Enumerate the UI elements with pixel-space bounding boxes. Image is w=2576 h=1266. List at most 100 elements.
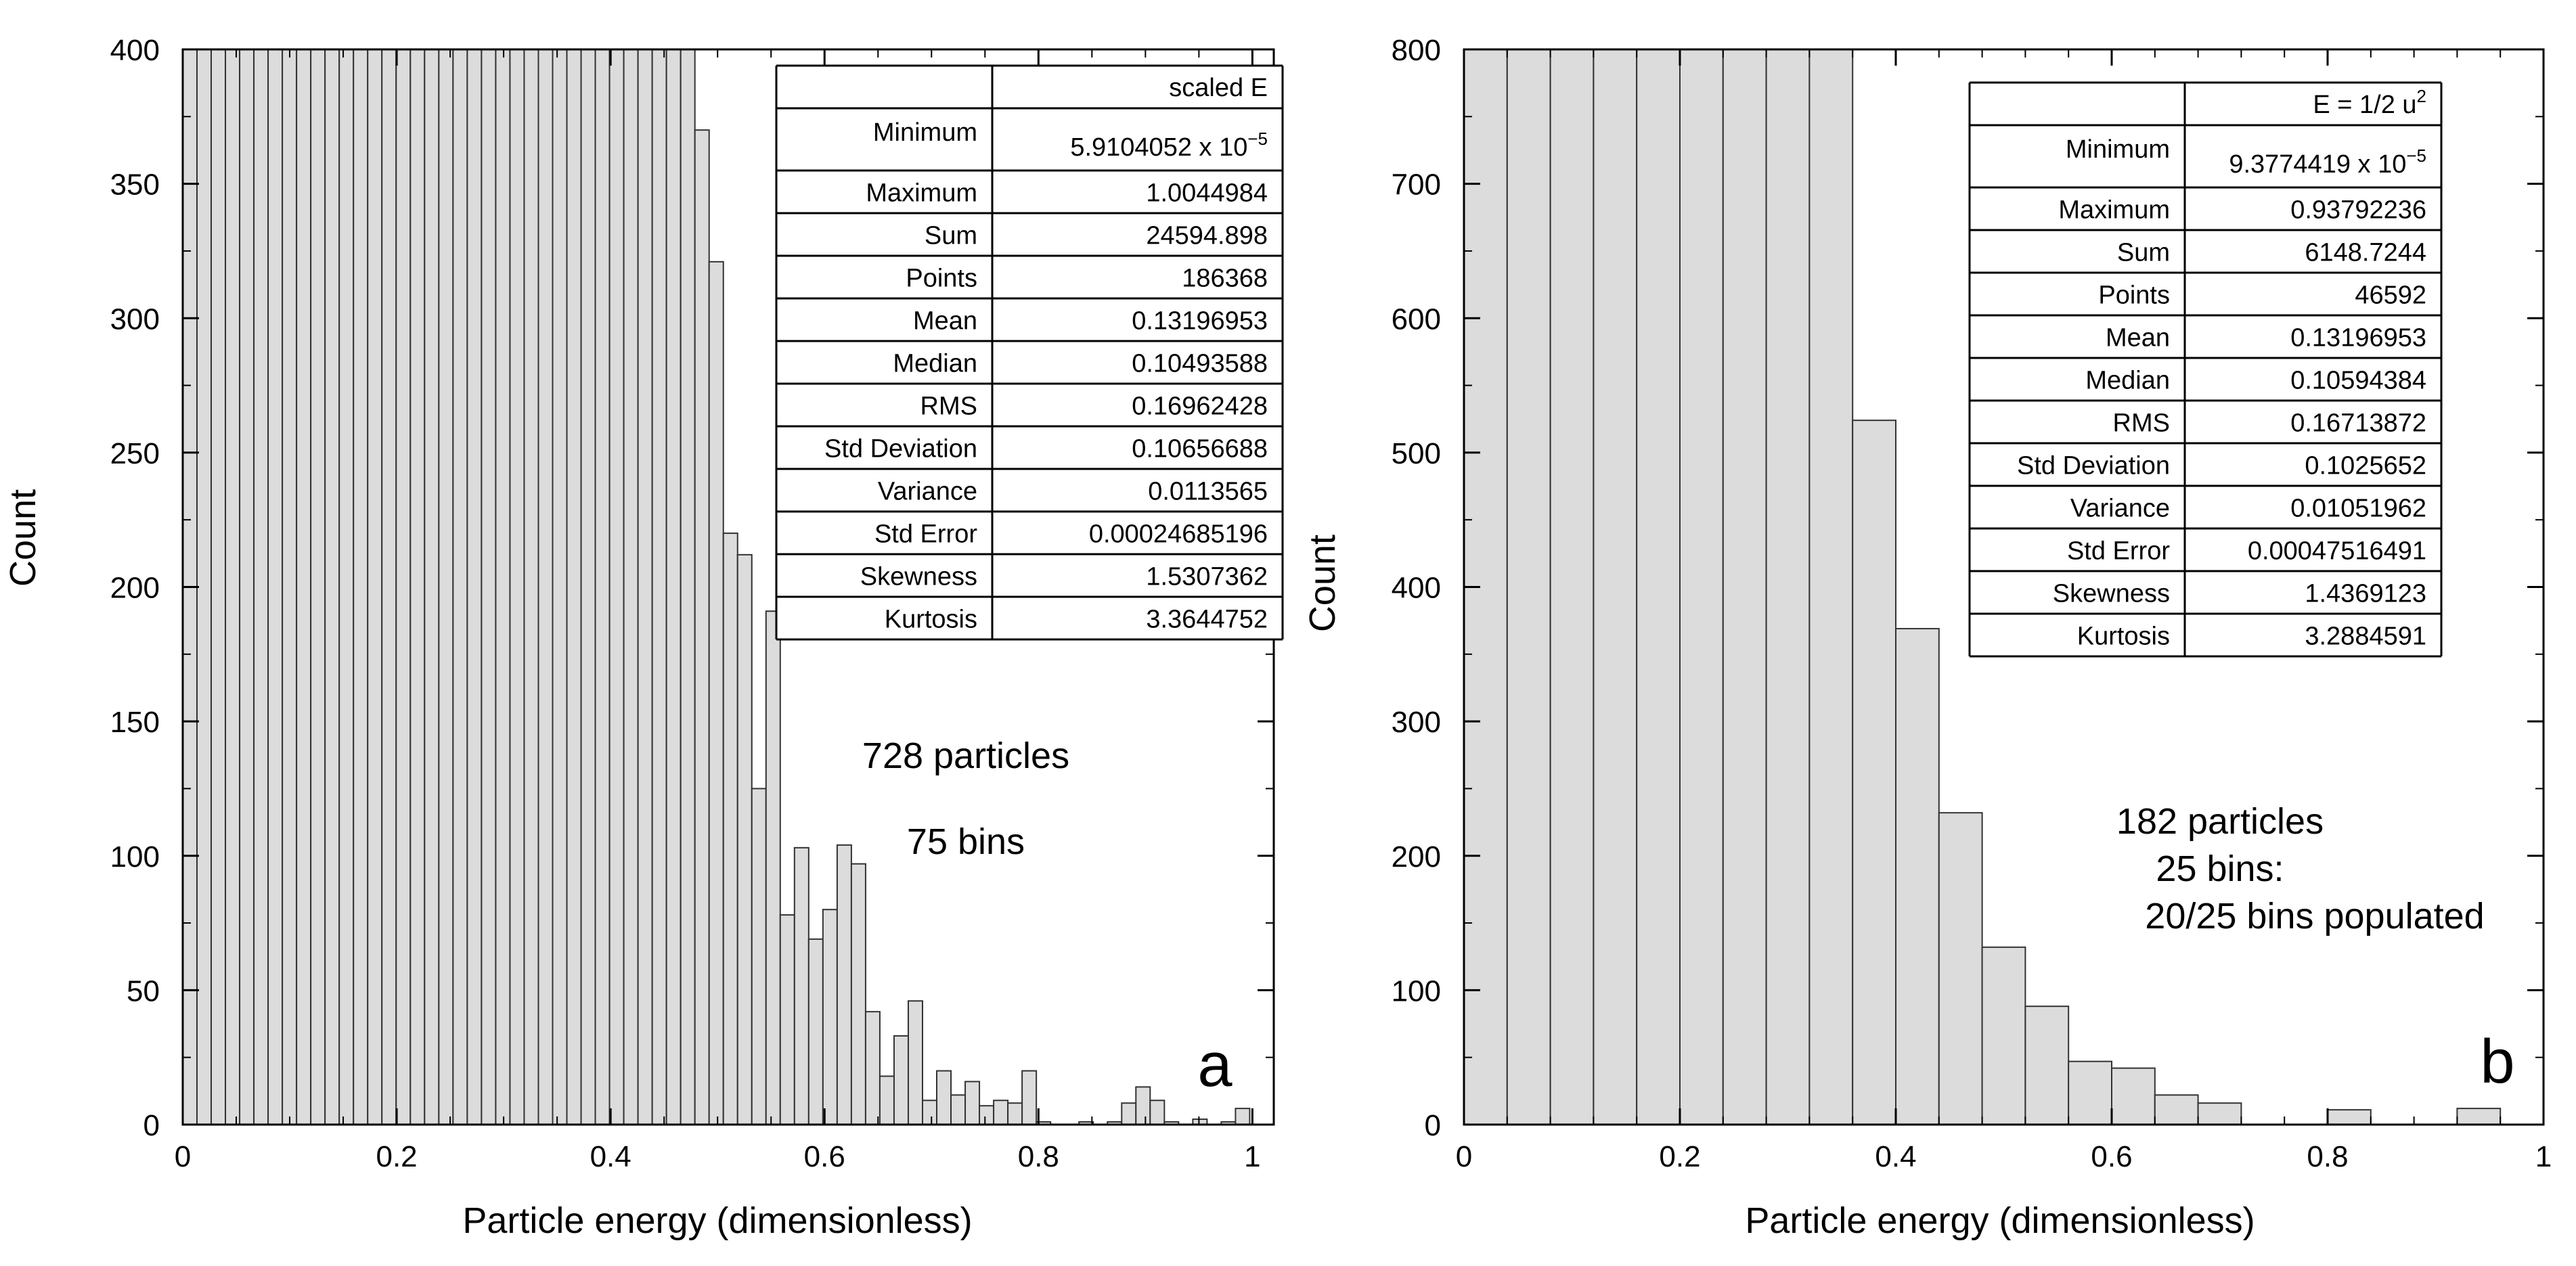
y-axis-label: Count [3, 489, 43, 587]
histogram-bar [2456, 1108, 2502, 1126]
histogram-bar [566, 49, 582, 1125]
histogram-bar [751, 788, 767, 1125]
stats-table: E = 1/2 u2 Minimum 9.3774419 x 10−5 Maximum… [1968, 81, 2443, 658]
y-tick-label: 100 [1392, 974, 1441, 1008]
histogram-bar [537, 49, 554, 1125]
x-axis-label: Particle energy (dimensionless) [1745, 1200, 2255, 1241]
table-row-value: 5.9104052 x 10−5 [1070, 129, 1268, 162]
table-row-value: 0.93792236 [2290, 196, 2426, 225]
table-row-label: Std Deviation [824, 435, 977, 464]
table-row: Maximum 0.93792236 [2058, 196, 2426, 225]
histogram-bar [979, 1105, 995, 1126]
x-axis-ticks: 0 0.2 0.4 0.6 0.8 1 [1456, 49, 2552, 1173]
x-tick-label: 0.4 [590, 1140, 631, 1173]
table-row-value: 0.0113565 [1148, 478, 1268, 506]
histogram-bar [495, 49, 511, 1125]
histogram-bar [1765, 49, 1811, 1125]
table-row-value: 0.10493588 [1132, 350, 1268, 378]
table-row: Median 0.10493588 [893, 350, 1268, 378]
y-tick-label: 300 [110, 302, 160, 336]
histogram-bar [210, 49, 227, 1125]
histogram-bar [665, 49, 682, 1125]
histogram-bar [2197, 1102, 2242, 1125]
table-row-value: 46592 [2355, 281, 2426, 310]
table-row-label: Skewness [860, 563, 977, 591]
table-row-value: 0.00024685196 [1089, 520, 1268, 549]
table-row-label: Points [2098, 281, 2170, 310]
histogram-bar [623, 49, 639, 1125]
table-row-value: 0.13196953 [1132, 307, 1268, 336]
histogram-bar [921, 1100, 938, 1126]
table-row: RMS 0.16713872 [2113, 409, 2426, 438]
table-row: Std Error 0.00047516491 [2067, 537, 2426, 566]
histogram-bar [225, 49, 241, 1125]
histogram-panel-b: 0 0.2 0.4 0.6 0.8 1 0 100 200 300 400 500 600 700 800 P… [1302, 34, 2552, 1241]
table-header: scaled E [1169, 74, 1268, 102]
histogram-bar [282, 49, 298, 1125]
y-axis-label: Count [1302, 535, 1343, 632]
table-row-value: 1.5307362 [1146, 563, 1268, 591]
histogram-bar [452, 49, 468, 1125]
y-tick-label: 400 [1392, 572, 1441, 605]
histogram-bar [765, 610, 781, 1125]
annotation: 20/25 bins populated [2145, 896, 2484, 936]
histogram-bar [2111, 1067, 2156, 1126]
histogram-bar [580, 49, 596, 1125]
table-row-value: 0.16713872 [2290, 409, 2426, 438]
x-tick-label: 0 [1456, 1140, 1472, 1173]
histogram-bar [722, 533, 738, 1125]
y-tick-label: 600 [1392, 302, 1441, 336]
table-row-label: Variance [2070, 495, 2170, 523]
table-row-value: 0.01051962 [2290, 495, 2426, 523]
table-row-label: Maximum [2058, 196, 2170, 225]
y-tick-label: 100 [110, 840, 160, 874]
table-row: Minimum 9.3774419 x 10−5 [2066, 135, 2426, 179]
histogram-bar [466, 49, 483, 1125]
histogram-bar [310, 49, 326, 1125]
table-row-value: 0.13196953 [2290, 324, 2426, 353]
y-tick-label: 200 [1392, 840, 1441, 874]
x-tick-label: 0.6 [2091, 1140, 2132, 1173]
histogram-bar [694, 129, 710, 1125]
histogram-bar [552, 49, 568, 1125]
histogram-bar [936, 1070, 952, 1126]
y-tick-label: 0 [143, 1109, 160, 1142]
table-row-value: 6148.7244 [2305, 239, 2426, 267]
histogram-bar [993, 1100, 1009, 1126]
histogram-bar [338, 49, 355, 1125]
histogram-bar [1722, 49, 1767, 1125]
histogram-bar [267, 49, 284, 1125]
histogram-bar [964, 1081, 981, 1125]
table-row: RMS 0.16962428 [920, 392, 1268, 421]
y-tick-label: 0 [1425, 1109, 1441, 1142]
table-row-value: 9.3774419 x 10−5 [2229, 145, 2426, 179]
x-tick-label: 0.6 [804, 1140, 845, 1173]
table-row-value: 1.4369123 [2305, 580, 2426, 608]
table-row-label: Points [906, 265, 977, 293]
histogram-bar [1636, 49, 1681, 1125]
table-row: Sum 6148.7244 [2117, 239, 2426, 267]
table-row: Minimum 5.9104052 x 10−5 [873, 118, 1268, 162]
panel-letter: b [2480, 1027, 2514, 1096]
y-axis-ticks: 0 50 100 150 200 250 300 350 400 [110, 34, 1274, 1142]
table-background [776, 66, 1283, 639]
table-row-label: RMS [920, 392, 977, 421]
y-tick-label: 250 [110, 437, 160, 470]
y-tick-label: 150 [110, 706, 160, 739]
histogram-bar [367, 49, 383, 1125]
table-row-label: Minimum [873, 118, 977, 147]
histogram-bar [509, 49, 525, 1125]
histogram-bar [324, 49, 340, 1125]
x-tick-label: 0.8 [1018, 1140, 1059, 1173]
table-row: Variance 0.01051962 [2070, 495, 2426, 523]
histogram-bar [381, 49, 397, 1125]
table-row-label: Skewness [2053, 580, 2170, 608]
histogram-bar [1808, 49, 1854, 1125]
x-tick-label: 1 [2535, 1140, 2552, 1173]
histogram-bar [296, 49, 312, 1125]
histogram-bar [608, 49, 625, 1125]
histogram-bar [779, 914, 795, 1126]
table-row: Mean 0.13196953 [913, 307, 1268, 336]
histogram-bar [850, 863, 866, 1125]
histogram-bar [523, 49, 539, 1125]
